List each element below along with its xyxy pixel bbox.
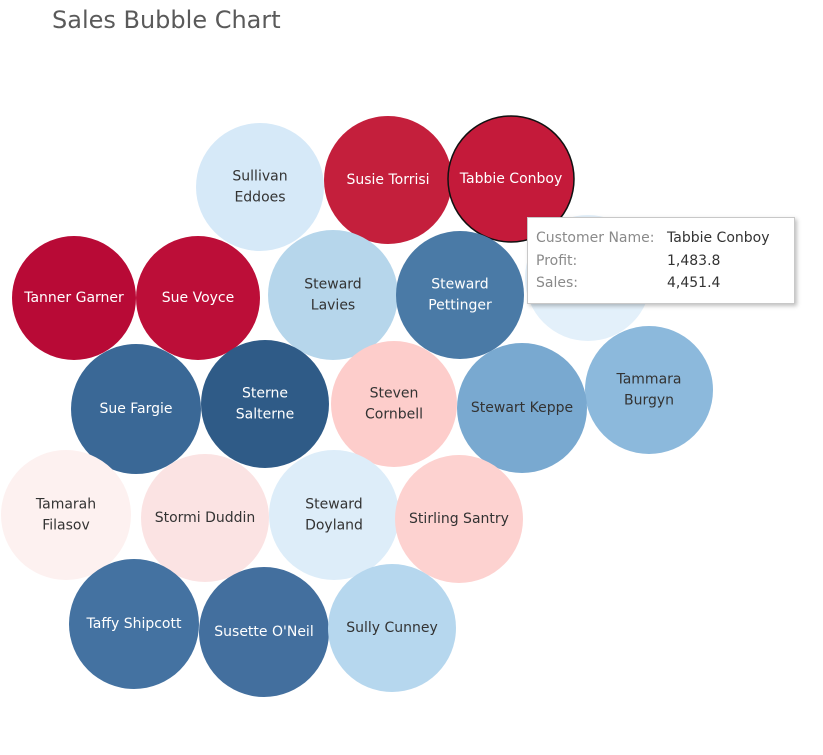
- bubble-label: Sue Fargie: [99, 401, 172, 417]
- bubble-label: Burgyn: [624, 393, 674, 409]
- bubble[interactable]: [331, 341, 457, 467]
- bubble[interactable]: [328, 564, 456, 692]
- bubble-label: Cornbell: [365, 407, 423, 423]
- bubble-label: Lavies: [311, 298, 355, 314]
- bubble-label: Eddoes: [234, 190, 285, 206]
- bubble[interactable]: [268, 230, 398, 360]
- bubble[interactable]: [199, 567, 329, 697]
- bubble-label: Pettinger: [428, 298, 492, 314]
- bubble[interactable]: [457, 343, 587, 473]
- tooltip-profit-value: 1,483.8: [667, 253, 721, 269]
- bubble[interactable]: [396, 231, 524, 359]
- bubble[interactable]: [196, 123, 324, 251]
- bubble[interactable]: [324, 116, 452, 244]
- bubble-label: Tabbie Conboy: [459, 171, 563, 187]
- bubble-label: Steward: [305, 497, 362, 513]
- bubble-label: Salterne: [236, 407, 294, 423]
- tooltip-profit-label: Profit:: [536, 253, 578, 269]
- bubble-label: Stewart Keppe: [471, 400, 573, 416]
- bubble-label: Stirling Santry: [409, 511, 509, 527]
- bubble[interactable]: [447, 115, 575, 243]
- tooltip-row-profit: Profit: 1,483.8: [536, 253, 720, 269]
- bubble[interactable]: [269, 450, 399, 580]
- bubble-label: Tammara: [615, 372, 681, 388]
- bubble[interactable]: [71, 344, 201, 474]
- tooltip-sales-value: 4,451.4: [667, 275, 721, 291]
- tooltip-row-customer: Customer Name: Tabbie Conboy: [536, 230, 770, 246]
- bubble-label: Filasov: [42, 518, 90, 534]
- tooltip-customer-label: Customer Name:: [536, 230, 655, 246]
- bubble-label: Steward: [304, 277, 361, 293]
- bubble-label: Sullivan: [232, 169, 287, 185]
- bubble-label: Sterne: [242, 386, 288, 402]
- tooltip: Customer Name: Tabbie Conboy Profit: 1,483…: [527, 217, 795, 304]
- bubble[interactable]: [585, 326, 713, 454]
- bubble-label: Susie Torrisi: [346, 172, 429, 188]
- tooltip-sales-label: Sales:: [536, 275, 578, 291]
- bubble-label: Stormi Duddin: [155, 510, 256, 526]
- tooltip-row-sales: Sales: 4,451.4: [536, 275, 720, 291]
- bubble-label: Steven: [370, 386, 419, 402]
- bubble-label: Tamarah: [35, 497, 96, 513]
- bubble-label: Tanner Garner: [23, 290, 124, 306]
- bubble-label: Taffy Shipcott: [86, 616, 182, 632]
- bubble[interactable]: [69, 559, 199, 689]
- bubble[interactable]: [141, 454, 269, 582]
- chart-title: Sales Bubble Chart: [52, 6, 281, 34]
- bubble[interactable]: [136, 236, 260, 360]
- bubble-label: Susette O'Neil: [214, 624, 313, 640]
- bubble-label: Sully Cunney: [346, 620, 438, 636]
- bubble[interactable]: [395, 455, 523, 583]
- bubble[interactable]: [1, 450, 131, 580]
- bubble[interactable]: [201, 340, 329, 468]
- tooltip-customer-value: Tabbie Conboy: [667, 230, 770, 246]
- bubble-label: Doyland: [305, 518, 363, 534]
- bubble-label: Steward: [431, 277, 488, 293]
- bubble[interactable]: [12, 236, 136, 360]
- bubble-label: Sue Voyce: [162, 290, 234, 306]
